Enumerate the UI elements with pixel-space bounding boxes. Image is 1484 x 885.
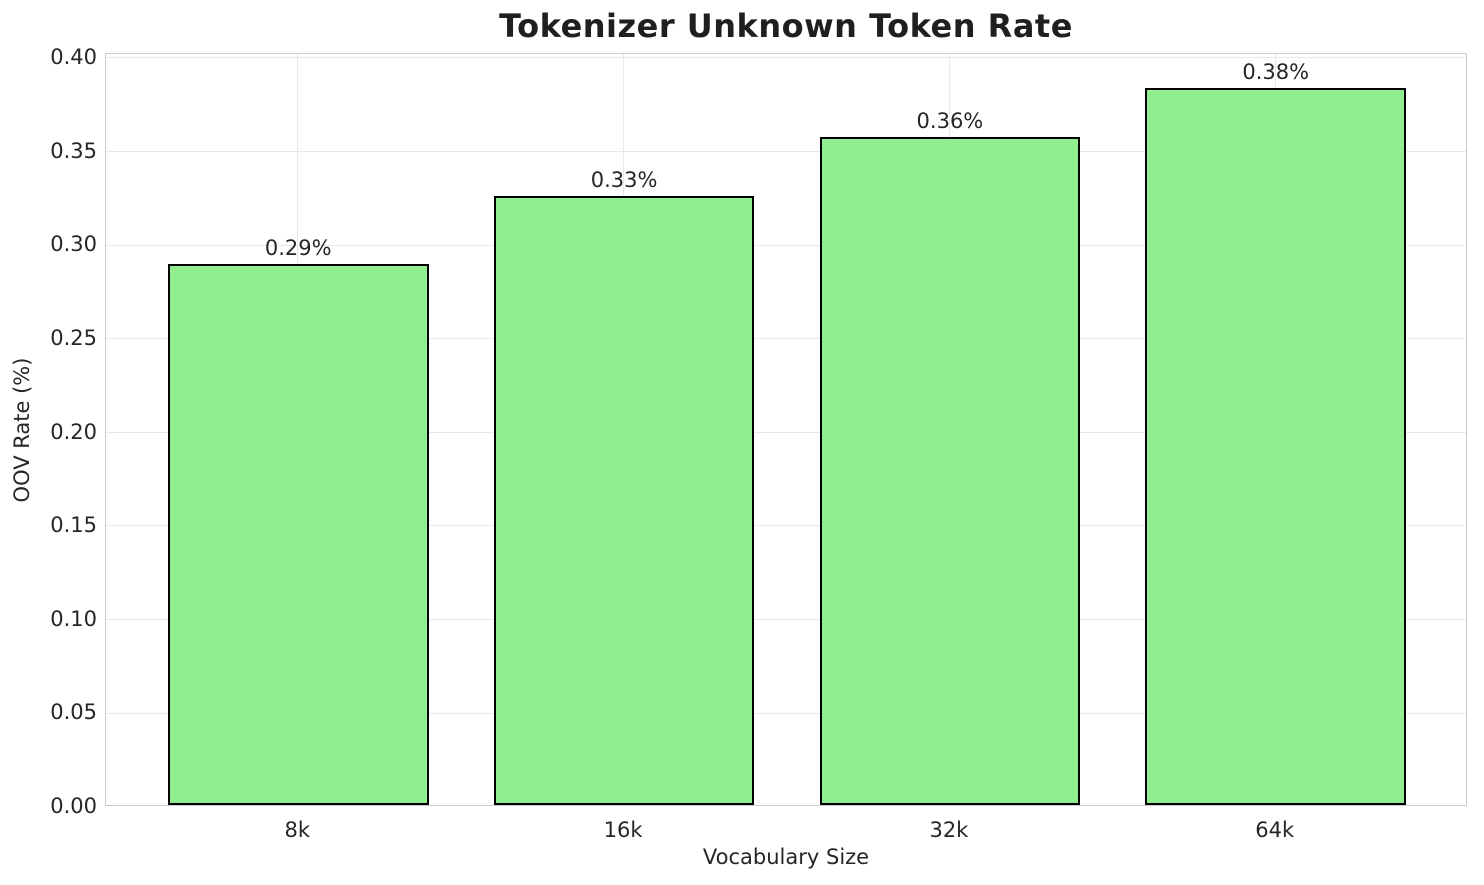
y-tick-label: 0.05 — [50, 700, 97, 725]
bar-value-label: 0.36% — [916, 108, 984, 133]
plot-area: 0.29% 0.33% 0.36% 0.38% — [105, 53, 1467, 806]
y-gridline — [106, 244, 1466, 246]
y-gridline — [106, 57, 1466, 59]
bar-8k — [167, 263, 429, 805]
bar-value-label: 0.33% — [590, 168, 658, 193]
y-tick-label: 0.20 — [50, 419, 97, 444]
y-tick-label: 0.40 — [50, 45, 97, 69]
y-gridline — [106, 619, 1466, 620]
y-tick-label: 0.10 — [50, 606, 97, 631]
bar-value-label: 0.38% — [1242, 59, 1310, 84]
bar-64k — [1145, 87, 1407, 805]
y-gridline — [106, 150, 1466, 152]
y-axis-label: OOV Rate (%) — [10, 357, 34, 503]
x-axis-label: Vocabulary Size — [702, 845, 870, 869]
y-tick-label: 0.15 — [50, 513, 97, 538]
x-tick-label: 32k — [929, 818, 969, 842]
x-tick-label: 8k — [284, 818, 310, 842]
y-tick-label: 0.25 — [50, 325, 97, 350]
y-gridline — [106, 431, 1466, 433]
y-gridline — [106, 525, 1466, 527]
bar-value-label: 0.29% — [264, 235, 332, 260]
bar-32k — [819, 136, 1081, 805]
x-tick-label: 64k — [1255, 818, 1295, 842]
y-tick-label: 0.30 — [50, 232, 97, 257]
bar-16k — [493, 196, 755, 805]
y-tick-label: 0.35 — [50, 138, 97, 163]
y-gridline — [106, 338, 1466, 340]
y-gridline — [106, 712, 1466, 714]
y-tick-label: 0.00 — [50, 794, 97, 818]
chart-title: Tokenizer Unknown Token Rate — [499, 7, 1073, 45]
x-tick-label: 16k — [603, 818, 643, 842]
